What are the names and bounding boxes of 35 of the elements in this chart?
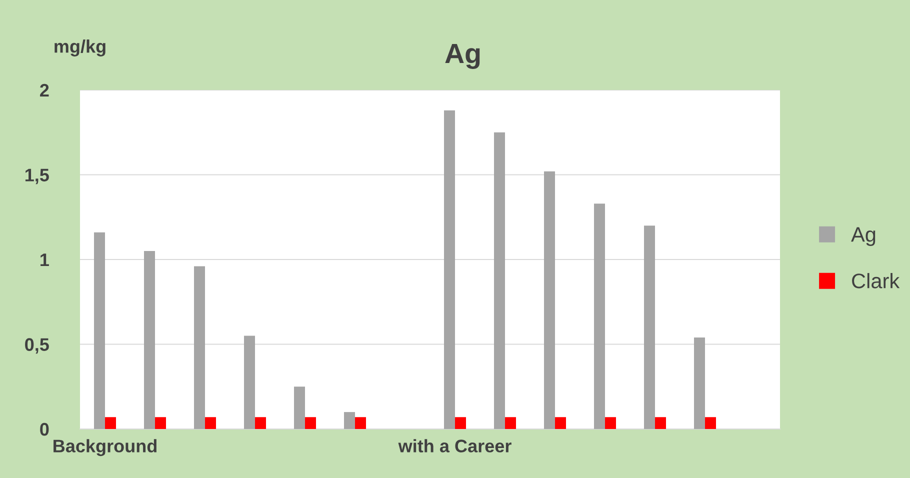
y-axis-title: mg/kg <box>54 40 106 56</box>
bar <box>605 417 616 429</box>
bar <box>144 251 155 429</box>
y-tick-label: 0,5 <box>25 338 49 354</box>
bar <box>294 386 305 429</box>
bar <box>694 337 705 429</box>
bar <box>594 204 605 429</box>
y-tick-label: 1,5 <box>25 168 49 184</box>
bar <box>705 417 716 429</box>
bar <box>494 132 505 429</box>
legend-label: Clark <box>852 273 900 288</box>
bar <box>105 417 116 429</box>
bar <box>194 266 205 429</box>
bar <box>544 171 555 429</box>
bar <box>344 412 355 429</box>
bar <box>94 232 105 429</box>
bar <box>255 417 266 429</box>
bar <box>305 417 316 429</box>
bar <box>655 417 666 429</box>
bar <box>455 417 466 429</box>
bar <box>444 110 455 429</box>
bar <box>555 417 566 429</box>
bar <box>205 417 216 429</box>
y-tick-label: 0 <box>40 422 49 436</box>
bar <box>244 336 255 429</box>
chart-title: Ag <box>445 44 480 69</box>
y-tick-label: 1 <box>40 254 49 266</box>
x-tick-label: with a Career <box>398 439 512 452</box>
bar <box>355 417 366 429</box>
bar <box>644 226 655 429</box>
bar <box>505 417 516 429</box>
y-tick-label: 2 <box>40 84 49 97</box>
bar <box>155 417 166 429</box>
legend-label: Ag <box>851 227 876 246</box>
x-tick-label: Background <box>54 439 156 456</box>
